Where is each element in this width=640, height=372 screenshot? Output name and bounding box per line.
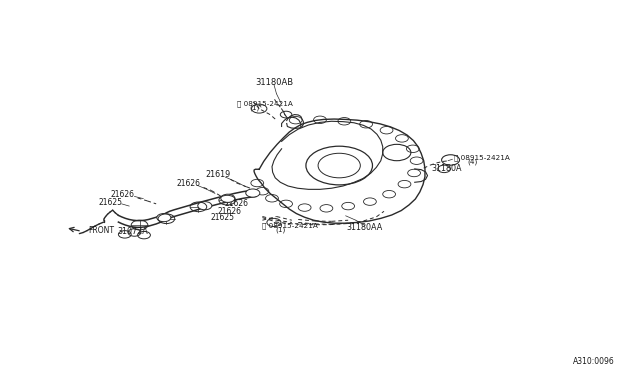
Text: Ⓜ 08915-2421A: Ⓜ 08915-2421A — [237, 100, 292, 107]
Text: 21626: 21626 — [111, 190, 135, 199]
Text: 21626: 21626 — [225, 199, 249, 208]
Text: 31180AA: 31180AA — [347, 223, 383, 232]
Text: Ⓜ 08915-2421A: Ⓜ 08915-2421A — [454, 154, 510, 161]
Text: 21626: 21626 — [217, 207, 241, 216]
Text: 31072A: 31072A — [118, 227, 148, 236]
Text: 21626: 21626 — [177, 179, 201, 187]
Text: 21625: 21625 — [211, 214, 235, 222]
Text: 21625: 21625 — [98, 198, 122, 207]
Text: 21619: 21619 — [205, 170, 230, 179]
Text: 31180A: 31180A — [431, 164, 462, 173]
Text: FRONT: FRONT — [88, 226, 115, 235]
Circle shape — [221, 194, 235, 202]
Circle shape — [246, 189, 260, 197]
Text: Ⓜ 08915-2421A: Ⓜ 08915-2421A — [262, 222, 318, 229]
Text: (1): (1) — [250, 105, 260, 111]
Text: 31180AB: 31180AB — [255, 78, 293, 87]
Circle shape — [157, 214, 171, 222]
Circle shape — [198, 202, 212, 210]
Text: (1): (1) — [275, 227, 285, 233]
Text: (4): (4) — [467, 159, 477, 166]
Text: A310:0096: A310:0096 — [573, 357, 614, 366]
